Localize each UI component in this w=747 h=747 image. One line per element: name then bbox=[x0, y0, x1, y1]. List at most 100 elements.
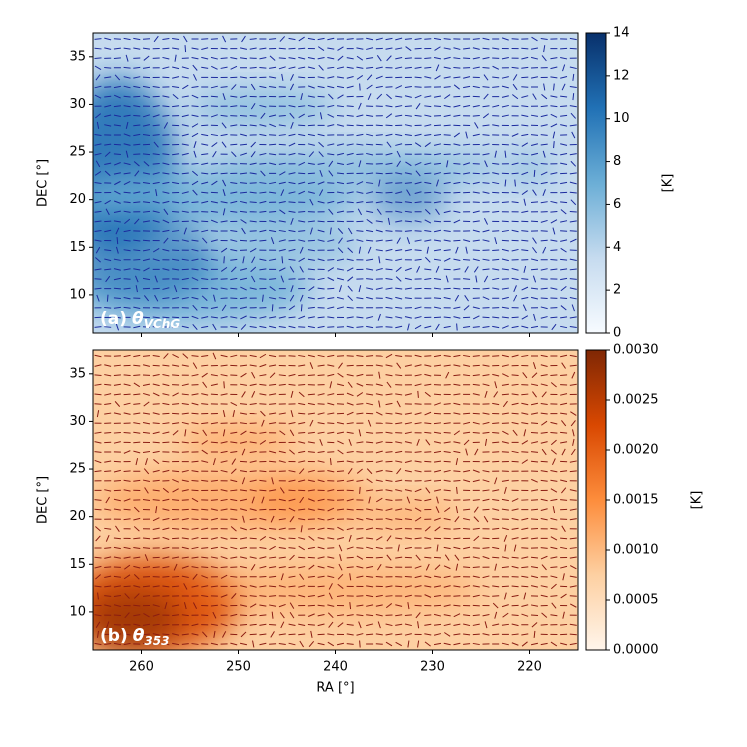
polarization-vector bbox=[543, 83, 546, 91]
polarization-vector bbox=[385, 402, 393, 406]
polarization-vector bbox=[444, 94, 451, 100]
polarization-vector bbox=[307, 306, 315, 309]
polarization-vector bbox=[484, 390, 488, 398]
polarization-vector bbox=[181, 479, 189, 482]
polarization-vector bbox=[492, 498, 500, 502]
polarization-vector bbox=[96, 630, 100, 638]
polarization-vector bbox=[327, 66, 335, 69]
polarization-vector bbox=[269, 403, 277, 405]
polarization-vector bbox=[433, 134, 442, 136]
polarization-vector bbox=[385, 268, 393, 271]
polarization-vector bbox=[328, 583, 333, 590]
polarization-vector bbox=[511, 374, 519, 376]
polarization-vector bbox=[94, 556, 102, 559]
polarization-vector bbox=[191, 315, 199, 320]
polarization-vector bbox=[404, 431, 412, 435]
polarization-vector bbox=[414, 575, 422, 579]
polarization-vector bbox=[299, 496, 305, 504]
polarization-vector bbox=[540, 239, 548, 242]
polarization-vector bbox=[288, 422, 296, 425]
polarization-vector bbox=[511, 527, 519, 530]
polarization-vector bbox=[279, 487, 285, 494]
polarization-vector bbox=[407, 602, 410, 610]
polarization-vector bbox=[142, 172, 151, 175]
polarization-vector bbox=[290, 121, 294, 129]
polarization-vector bbox=[550, 439, 557, 446]
polarization-vector bbox=[239, 306, 248, 310]
polarization-vector bbox=[550, 575, 558, 579]
polarization-vector bbox=[406, 496, 411, 504]
polarization-vector bbox=[317, 287, 325, 290]
polarization-vector bbox=[375, 594, 383, 598]
polarization-vector bbox=[142, 585, 151, 588]
polarization-vector bbox=[307, 489, 315, 492]
polarization-vector bbox=[191, 296, 199, 300]
polarization-vector bbox=[172, 316, 180, 319]
polarization-vector bbox=[221, 141, 227, 148]
polarization-vector bbox=[278, 383, 286, 386]
polarization-vector bbox=[259, 642, 267, 646]
polarization-vector bbox=[113, 143, 121, 146]
polarization-vector bbox=[336, 115, 345, 117]
polarization-vector bbox=[385, 248, 393, 252]
polarization-vector bbox=[560, 374, 568, 376]
polarization-vector bbox=[249, 220, 257, 223]
polarization-vector bbox=[347, 285, 353, 292]
polarization-vector bbox=[482, 585, 490, 588]
polarization-vector bbox=[404, 460, 412, 463]
polarization-vector bbox=[269, 460, 277, 463]
polarization-vector bbox=[162, 576, 170, 578]
polarization-vector bbox=[569, 86, 577, 88]
polarization-vector bbox=[298, 460, 306, 463]
polarization-vector bbox=[113, 94, 121, 99]
polarization-vector bbox=[366, 489, 374, 492]
polarization-vector bbox=[356, 468, 363, 474]
polarization-vector bbox=[94, 642, 102, 646]
polarization-vector bbox=[327, 507, 335, 512]
polarization-vector bbox=[278, 585, 286, 588]
polarization-vector bbox=[501, 316, 509, 319]
polarization-vector bbox=[113, 585, 121, 588]
polarization-vector bbox=[163, 208, 169, 215]
polarization-vector bbox=[366, 431, 374, 434]
polarization-vector bbox=[433, 422, 442, 425]
polarization-vector bbox=[540, 518, 548, 521]
polarization-vector bbox=[366, 229, 374, 233]
polarization-vector bbox=[444, 507, 451, 513]
polarization-vector bbox=[152, 383, 160, 387]
y-tick-label: 15 bbox=[69, 557, 86, 572]
polarization-vector bbox=[201, 181, 209, 185]
polarization-vector bbox=[210, 85, 218, 89]
polarization-vector bbox=[123, 95, 131, 98]
polarization-vector bbox=[482, 614, 490, 617]
polarization-vector bbox=[541, 564, 547, 571]
polarization-vector bbox=[395, 508, 403, 511]
polarization-vector bbox=[338, 237, 343, 244]
polarization-vector bbox=[181, 633, 189, 636]
polarization-vector bbox=[298, 364, 306, 367]
polarization-vector bbox=[104, 527, 112, 530]
polarization-vector bbox=[210, 393, 218, 396]
polarization-vector bbox=[181, 325, 189, 329]
polarization-vector bbox=[550, 517, 558, 521]
polarization-vector bbox=[472, 85, 480, 89]
polarization-vector bbox=[356, 633, 364, 636]
polarization-vector bbox=[278, 498, 286, 502]
polarization-vector bbox=[424, 614, 432, 616]
polarization-vector bbox=[269, 489, 277, 492]
polarization-vector bbox=[336, 296, 345, 300]
polarization-vector bbox=[336, 326, 345, 328]
polarization-vector bbox=[95, 574, 101, 580]
polarization-vector bbox=[152, 258, 160, 262]
polarization-vector bbox=[551, 602, 557, 609]
polarization-vector bbox=[191, 355, 199, 357]
polarization-vector bbox=[94, 565, 102, 569]
polarization-vector bbox=[454, 516, 460, 523]
polarization-vector bbox=[482, 153, 490, 156]
polarization-vector bbox=[220, 508, 228, 511]
polarization-vector bbox=[299, 573, 305, 580]
polarization-vector bbox=[569, 383, 577, 386]
polarization-vector bbox=[259, 585, 267, 588]
polarization-vector bbox=[210, 374, 218, 377]
polarization-vector bbox=[570, 160, 577, 167]
